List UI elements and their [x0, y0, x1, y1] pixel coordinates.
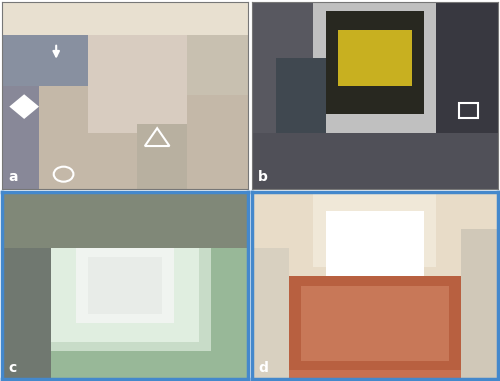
Bar [288, 276, 461, 370]
Text: b: b [258, 170, 268, 184]
Bar [276, 58, 326, 133]
Text: a: a [8, 170, 18, 184]
Bar [52, 229, 199, 342]
Bar [436, 2, 498, 189]
Bar [2, 2, 248, 35]
Text: d: d [258, 361, 268, 375]
Bar [2, 192, 51, 379]
Bar [39, 220, 212, 351]
Bar [461, 229, 498, 379]
Bar [314, 192, 436, 267]
Bar [252, 248, 288, 379]
Bar [138, 123, 186, 189]
Bar [458, 103, 478, 118]
Bar [326, 11, 424, 114]
Bar [252, 2, 314, 189]
Bar [88, 258, 162, 314]
Bar [76, 248, 174, 323]
Bar [2, 2, 88, 86]
Bar [326, 211, 424, 276]
Bar [2, 192, 248, 248]
Bar [276, 267, 473, 379]
Polygon shape [10, 95, 38, 118]
Bar [314, 2, 436, 142]
Text: c: c [8, 361, 16, 375]
Bar [186, 2, 248, 95]
Bar [2, 86, 39, 189]
Bar [252, 192, 498, 276]
Bar [88, 2, 186, 133]
Bar [252, 133, 498, 189]
Bar [338, 30, 412, 86]
Bar [301, 286, 448, 361]
